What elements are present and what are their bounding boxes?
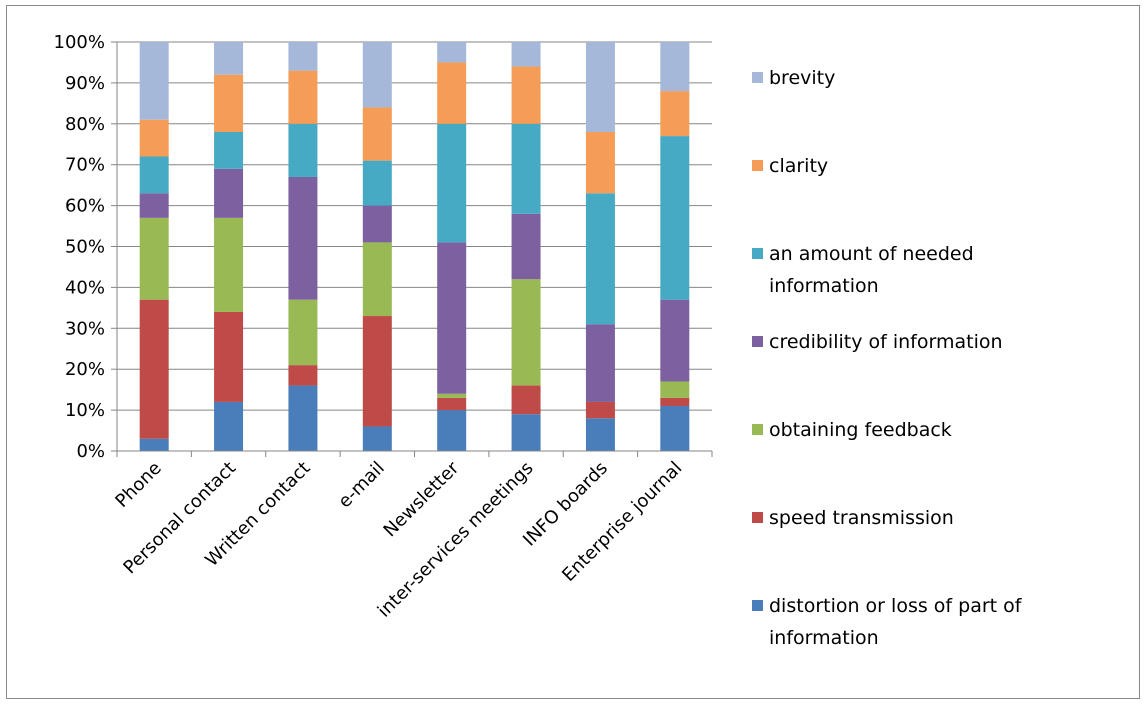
bar-segment bbox=[511, 414, 541, 451]
y-axis-ticks: 0% 10% 20% 30% 40% 50% 60% 70% 80% 90% 100% bbox=[54, 32, 117, 462]
legend: brevity clarity an amount of needed infor… bbox=[752, 67, 1023, 649]
bar-segment bbox=[660, 136, 690, 300]
bar-segment bbox=[288, 385, 318, 451]
bar-segment bbox=[511, 66, 541, 124]
bar-segment bbox=[288, 42, 318, 71]
legend-label: information bbox=[769, 627, 879, 649]
bar-segment bbox=[660, 406, 690, 451]
bar-segment bbox=[437, 123, 467, 243]
chart-frame bbox=[6, 5, 1140, 699]
legend-swatch bbox=[752, 160, 763, 171]
y-tick-label: 90% bbox=[65, 73, 105, 94]
bar-segment bbox=[362, 426, 392, 451]
x-tick-label: Phone bbox=[111, 458, 165, 512]
y-tick-label: 10% bbox=[65, 400, 105, 421]
legend-label: information bbox=[769, 275, 879, 297]
bar-segment bbox=[511, 123, 541, 214]
legend-swatch bbox=[752, 248, 763, 259]
legend-label: brevity bbox=[769, 67, 835, 89]
gridlines bbox=[117, 41, 712, 411]
bar-segment bbox=[214, 401, 244, 451]
bar-segment bbox=[437, 242, 467, 394]
bar-segment bbox=[214, 217, 244, 312]
bar-segment bbox=[660, 299, 690, 382]
bar-segment bbox=[362, 160, 392, 206]
bar-segment bbox=[214, 168, 244, 218]
legend-swatch bbox=[752, 424, 763, 435]
y-tick-label: 40% bbox=[65, 277, 105, 298]
bar-segment bbox=[511, 385, 541, 415]
bar-segment bbox=[214, 74, 244, 132]
bar-segment bbox=[437, 397, 467, 411]
y-tick-label: 30% bbox=[65, 318, 105, 339]
bar-segment bbox=[288, 365, 318, 386]
bar-segment bbox=[139, 42, 169, 120]
legend-label: speed transmission bbox=[769, 507, 954, 529]
legend-swatch bbox=[752, 336, 763, 347]
bar-segment bbox=[511, 213, 541, 280]
bar-segment bbox=[660, 397, 690, 407]
y-tick-label: 70% bbox=[65, 155, 105, 176]
y-tick-label: 60% bbox=[65, 196, 105, 217]
bar-segment bbox=[511, 279, 541, 386]
legend-swatch bbox=[752, 512, 763, 523]
bar-segment bbox=[437, 410, 467, 451]
legend-label: distortion or loss of part of bbox=[769, 595, 1023, 617]
bar-segment bbox=[214, 311, 244, 402]
bar-segment bbox=[139, 438, 169, 451]
bar-segment bbox=[139, 193, 169, 218]
bar-segment bbox=[585, 42, 615, 132]
bar-segment bbox=[288, 123, 318, 177]
bar-segment bbox=[660, 381, 690, 398]
x-tick-label: inter-services meetings bbox=[374, 458, 538, 622]
legend-swatch bbox=[752, 600, 763, 611]
legend-label: an amount of needed bbox=[769, 243, 974, 265]
bar-segment bbox=[511, 42, 541, 67]
bar-segment bbox=[362, 242, 392, 317]
bar-segment bbox=[437, 42, 467, 63]
legend-label: obtaining feedback bbox=[769, 419, 952, 441]
bar-segment bbox=[585, 193, 615, 325]
bar-segment bbox=[362, 316, 392, 427]
bar-segment bbox=[660, 42, 690, 92]
bar-segment bbox=[288, 299, 318, 366]
bar-segment bbox=[660, 91, 690, 137]
legend-label: credibility of information bbox=[769, 331, 1003, 353]
bar-segment bbox=[362, 107, 392, 161]
bar-segment bbox=[214, 42, 244, 75]
bar-segment bbox=[585, 401, 615, 419]
y-tick-label: 20% bbox=[65, 359, 105, 380]
bar-segment bbox=[437, 62, 467, 124]
y-tick-label: 50% bbox=[65, 237, 105, 258]
bar-segment bbox=[585, 418, 615, 451]
bar-segment bbox=[139, 119, 169, 157]
y-tick-label: 80% bbox=[65, 114, 105, 135]
bar-segment bbox=[585, 131, 615, 194]
x-tick-label: e-mail bbox=[334, 458, 389, 513]
bar-segment bbox=[362, 42, 392, 108]
y-tick-label: 0% bbox=[76, 441, 105, 462]
bars bbox=[139, 42, 690, 451]
bar-segment bbox=[139, 156, 169, 194]
bar-segment bbox=[288, 70, 318, 124]
bar-segment bbox=[288, 176, 318, 300]
bar-segment bbox=[362, 205, 392, 243]
bar-segment bbox=[585, 324, 615, 402]
legend-label: clarity bbox=[769, 155, 828, 177]
bar-segment bbox=[139, 299, 169, 439]
y-tick-label: 100% bbox=[54, 32, 105, 53]
legend-swatch bbox=[752, 72, 763, 83]
bar-segment bbox=[214, 131, 244, 169]
bar-segment bbox=[437, 393, 467, 398]
bar-segment bbox=[139, 217, 169, 300]
